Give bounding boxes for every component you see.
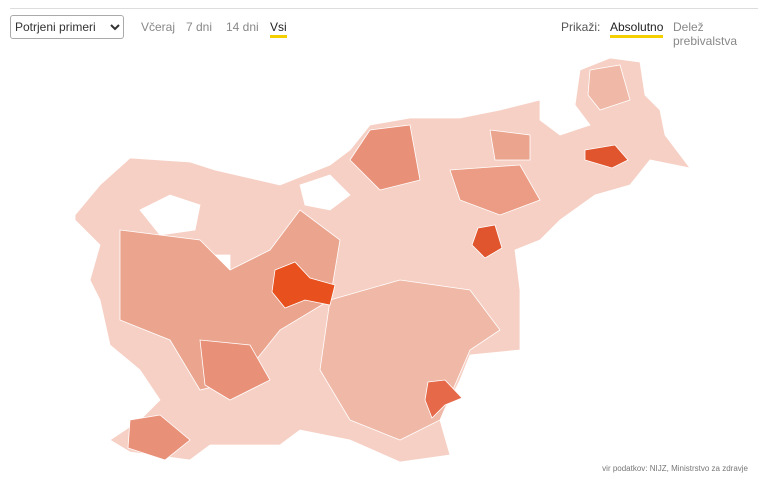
period-option[interactable]: 14 dni <box>226 20 259 34</box>
region <box>539 99 591 136</box>
period-option[interactable]: Vsi <box>270 20 287 38</box>
region <box>319 279 501 441</box>
metric-select[interactable]: Potrjeni primeri <box>10 15 124 39</box>
region <box>449 164 541 216</box>
region <box>199 339 271 401</box>
region <box>127 414 191 461</box>
divider <box>10 8 758 9</box>
region <box>139 194 201 236</box>
region <box>349 124 421 191</box>
show-label: Prikaži: <box>561 20 601 34</box>
region <box>299 174 351 211</box>
region <box>271 261 336 309</box>
region <box>424 379 463 419</box>
region <box>587 64 631 111</box>
region <box>471 224 503 259</box>
period-option[interactable]: 7 dni <box>186 20 213 34</box>
region <box>489 129 531 161</box>
period-option[interactable]: Včeraj <box>141 20 176 34</box>
map <box>74 57 691 463</box>
show-option[interactable]: Delež prebivalstva <box>673 20 738 48</box>
region <box>584 144 629 169</box>
source-note: vir podatkov: NIJZ, Ministrstvo za zdrav… <box>602 464 748 473</box>
show-option[interactable]: Absolutno <box>610 20 664 38</box>
